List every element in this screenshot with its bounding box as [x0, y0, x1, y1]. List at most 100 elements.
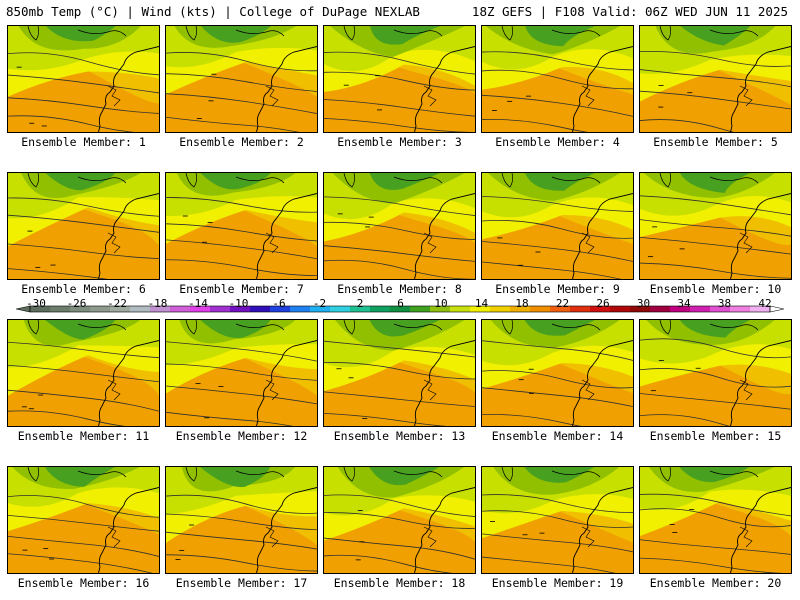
ensemble-member-label: Ensemble Member: 13 — [333, 429, 466, 443]
ensemble-member-map — [323, 319, 476, 427]
ensemble-member-label: Ensemble Member: 9 — [495, 282, 620, 296]
ensemble-member-label: Ensemble Member: 18 — [333, 576, 466, 590]
colorbar-tick-label: -10 — [228, 297, 249, 310]
colorbar-swatch — [210, 306, 231, 312]
ensemble-member-label: Ensemble Member: 4 — [495, 135, 620, 149]
colorbar-swatch — [550, 306, 571, 312]
colorbar-tick-label: -30 — [26, 297, 46, 310]
ensemble-member-map — [165, 25, 318, 133]
colorbar-swatch — [510, 306, 531, 312]
ensemble-member-map — [639, 466, 792, 574]
colorbar-tick-label: 22 — [555, 297, 570, 310]
coastline — [98, 193, 159, 279]
colorbar-tick-label: -22 — [107, 297, 127, 310]
colorbar-swatch — [530, 306, 551, 312]
colorbar-swatch — [630, 306, 651, 312]
ensemble-member-label: Ensemble Member: 10 — [649, 282, 782, 296]
colorbar-tick-label: -6 — [272, 297, 286, 310]
ensemble-member-label: Ensemble Member: 6 — [21, 282, 146, 296]
colorbar-tick-label: -18 — [147, 297, 168, 310]
colorbar-swatch — [50, 306, 71, 312]
ensemble-member-map — [165, 466, 318, 574]
ensemble-member-map — [481, 172, 634, 280]
colorbar-swatch — [230, 306, 251, 312]
colorbar-swatch — [30, 306, 51, 312]
coastline — [256, 193, 317, 279]
coastline — [572, 487, 633, 573]
ensemble-member-map — [7, 172, 160, 280]
temperature-colorbar — [15, 305, 785, 313]
ensemble-member-label: Ensemble Member: 5 — [653, 135, 778, 149]
ensemble-member-label: Ensemble Member: 20 — [649, 576, 782, 590]
colorbar-swatch — [670, 306, 691, 312]
ensemble-member-label: Ensemble Member: 16 — [17, 576, 150, 590]
colorbar-tick-label: -26 — [66, 297, 87, 310]
colorbar-tick-label: 38 — [717, 297, 732, 310]
colorbar-tick-label: 14 — [474, 297, 489, 310]
colorbar-swatch — [390, 306, 411, 312]
colorbar-swatch — [490, 306, 511, 312]
ensemble-member-label: Ensemble Member: 2 — [179, 135, 304, 149]
coastline — [414, 46, 475, 132]
ensemble-member-label: Ensemble Member: 8 — [337, 282, 462, 296]
ensemble-member-label: Ensemble Member: 7 — [179, 282, 304, 296]
ensemble-member-map — [639, 319, 792, 427]
coastline — [572, 46, 633, 132]
colorbar-swatch — [710, 306, 731, 312]
colorbar-tick-label: 2 — [356, 297, 364, 310]
colorbar-swatch — [310, 306, 331, 312]
ensemble-member-label: Ensemble Member: 17 — [175, 576, 308, 590]
colorbar-swatch — [450, 306, 471, 312]
ensemble-member-map — [639, 172, 792, 280]
coastline — [98, 46, 159, 132]
coastline — [256, 46, 317, 132]
coastline — [730, 340, 791, 426]
ensemble-member-map — [323, 466, 476, 574]
coastline — [98, 487, 159, 573]
colorbar-swatch — [150, 306, 171, 312]
ensemble-member-map — [7, 25, 160, 133]
ensemble-member-label: Ensemble Member: 3 — [337, 135, 462, 149]
ensemble-member-label: Ensemble Member: 14 — [491, 429, 624, 443]
colorbar-swatch — [190, 306, 211, 312]
ensemble-member-label: Ensemble Member: 1 — [21, 135, 146, 149]
colorbar-swatch — [730, 306, 751, 312]
ensemble-member-map — [7, 319, 160, 427]
colorbar-swatch — [350, 306, 371, 312]
colorbar-swatch — [650, 306, 671, 312]
coastline — [414, 340, 475, 426]
colorbar-tick-label: 42 — [758, 297, 772, 310]
colorbar-tick-label: 6 — [397, 297, 404, 310]
coastline — [730, 193, 791, 279]
colorbar-swatch — [330, 306, 351, 312]
colorbar-max-arrow — [769, 305, 785, 313]
ensemble-member-map — [7, 466, 160, 574]
colorbar-swatch — [570, 306, 591, 312]
colorbar-swatch — [410, 306, 431, 312]
colorbar-swatch — [250, 306, 271, 312]
colorbar-tick-label: 30 — [636, 297, 651, 310]
model-run-info: 18Z GEFS | F108 Valid: 06Z WED JUN 11 20… — [471, 4, 788, 19]
ensemble-member-label: Ensemble Member: 11 — [17, 429, 150, 443]
ensemble-member-map — [323, 25, 476, 133]
colorbar-tick-label: -14 — [188, 297, 208, 310]
coastline — [414, 487, 475, 573]
ensemble-member-label: Ensemble Member: 15 — [649, 429, 782, 443]
colorbar-tick-label: -2 — [312, 297, 327, 310]
colorbar-tick-label: 18 — [515, 297, 529, 310]
colorbar-swatch — [690, 306, 711, 312]
colorbar-swatch — [610, 306, 631, 312]
map-title: 850mb Temp (°C) | Wind (kts) | College o… — [6, 4, 420, 19]
colorbar-tick-label: 26 — [596, 297, 610, 310]
ensemble-member-map — [481, 319, 634, 427]
colorbar-swatch — [130, 306, 151, 312]
coastline — [572, 340, 633, 426]
ensemble-member-map — [481, 466, 634, 574]
colorbar-tick-label: 34 — [677, 297, 691, 310]
coastline — [256, 340, 317, 426]
colorbar-swatch — [110, 306, 131, 312]
colorbar-swatch — [170, 306, 191, 312]
colorbar-tick-label: 10 — [434, 297, 448, 310]
ensemble-member-map — [481, 25, 634, 133]
coastline — [730, 487, 791, 573]
